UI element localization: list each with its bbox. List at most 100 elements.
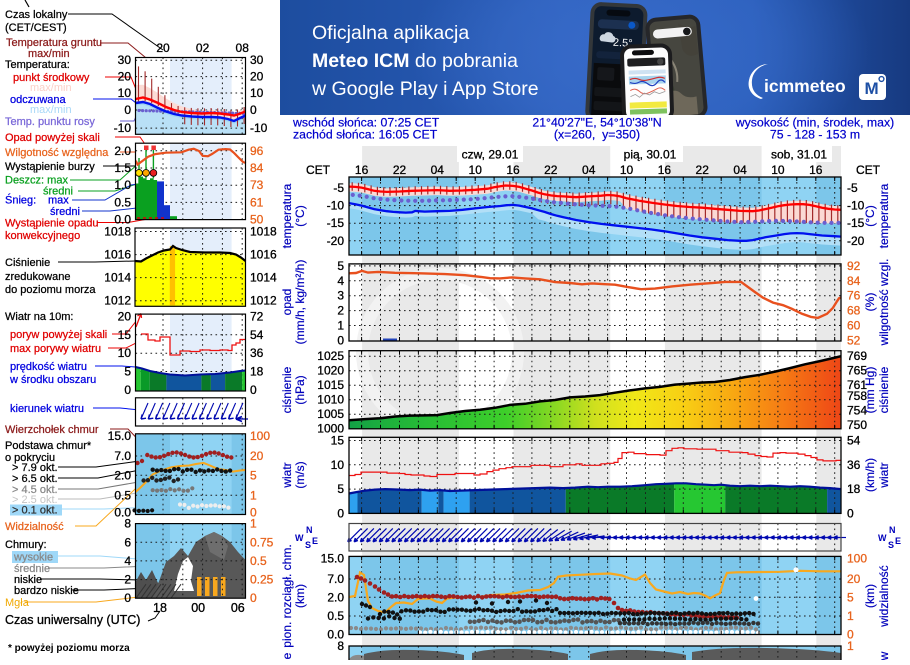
svg-text:10: 10 <box>250 86 264 100</box>
svg-text:60: 60 <box>847 319 861 333</box>
svg-text:84: 84 <box>250 161 264 175</box>
svg-text:1016: 1016 <box>104 248 131 262</box>
svg-text:2: 2 <box>337 304 344 318</box>
svg-text:7.0: 7.0 <box>327 572 344 586</box>
svg-text:22: 22 <box>393 163 407 177</box>
svg-text:max porywy wiatru: max porywy wiatru <box>10 343 101 355</box>
svg-text:0: 0 <box>337 333 344 347</box>
svg-text:w środku obszaru: w środku obszaru <box>9 374 96 386</box>
svg-text:-20: -20 <box>847 234 865 248</box>
svg-text:Meteo ICM do pobrania: Meteo ICM do pobrania <box>312 50 518 72</box>
svg-text:pion. rozciągł. chm.: pion. rozciągł. chm. <box>280 544 294 647</box>
svg-text:96: 96 <box>250 144 264 158</box>
svg-text:Czas lokalny: Czas lokalny <box>5 9 68 21</box>
svg-text:1: 1 <box>847 639 854 653</box>
svg-text:0: 0 <box>124 591 131 605</box>
svg-text:8: 8 <box>124 517 131 531</box>
svg-text:opad: opad <box>280 289 294 316</box>
svg-text:CET: CET <box>306 163 331 177</box>
svg-text:68: 68 <box>847 304 861 318</box>
svg-text:20: 20 <box>118 310 132 324</box>
svg-text:5: 5 <box>337 482 344 496</box>
svg-text:Ciśnienie: Ciśnienie <box>5 257 50 269</box>
svg-text:-20: -20 <box>327 234 345 248</box>
svg-text:76: 76 <box>847 289 861 303</box>
svg-text:73: 73 <box>250 178 264 192</box>
svg-text:(km): (km) <box>863 584 877 608</box>
svg-text:Opad powyżej skali: Opad powyżej skali <box>5 132 100 144</box>
svg-text:-5: -5 <box>333 181 344 195</box>
svg-text:M: M <box>865 79 879 98</box>
svg-text:02: 02 <box>196 41 210 55</box>
svg-text:2: 2 <box>124 573 131 587</box>
svg-text:W: W <box>295 533 304 543</box>
svg-text:20: 20 <box>156 41 170 55</box>
svg-text:sob, 31.01: sob, 31.01 <box>771 148 827 162</box>
svg-text:-10: -10 <box>250 121 268 135</box>
svg-text:Wilgotność względna: Wilgotność względna <box>5 147 109 159</box>
svg-text:10: 10 <box>771 163 785 177</box>
svg-text:15.0: 15.0 <box>321 552 345 566</box>
svg-text:6: 6 <box>124 535 131 549</box>
svg-text:max: max <box>48 195 69 207</box>
svg-text:10: 10 <box>118 86 132 100</box>
svg-text:zachód słońca: 16:05 CET: zachód słońca: 16:05 CET <box>293 128 438 142</box>
svg-text:0.5: 0.5 <box>114 488 131 502</box>
svg-text:30: 30 <box>118 53 132 67</box>
svg-text:1: 1 <box>337 319 344 333</box>
svg-text:769: 769 <box>847 349 867 363</box>
svg-text:1012: 1012 <box>104 294 131 308</box>
svg-text:84: 84 <box>847 274 861 288</box>
svg-text:06: 06 <box>231 601 245 615</box>
svg-text:100: 100 <box>250 429 270 443</box>
svg-text:5: 5 <box>124 365 131 379</box>
svg-text:do poziomu morza: do poziomu morza <box>5 284 96 296</box>
svg-text:icmmeteo: icmmeteo <box>764 76 846 96</box>
svg-text:w Google Play i App Store: w Google Play i App Store <box>311 78 539 100</box>
svg-text:(°C): (°C) <box>293 205 307 226</box>
svg-text:Śnieg:: Śnieg: <box>5 194 36 207</box>
svg-text:-10: -10 <box>327 199 345 213</box>
svg-text:16: 16 <box>355 163 369 177</box>
svg-text:10: 10 <box>620 163 634 177</box>
svg-text:Mgła: Mgła <box>5 597 30 609</box>
svg-text:4: 4 <box>337 274 344 288</box>
svg-text:61: 61 <box>250 195 264 209</box>
svg-text:36: 36 <box>847 458 861 472</box>
svg-text:04: 04 <box>431 163 445 177</box>
svg-text:-10: -10 <box>114 121 132 135</box>
svg-text:0: 0 <box>250 383 257 397</box>
svg-text:(%): (%) <box>863 293 877 312</box>
svg-text:E: E <box>895 536 901 546</box>
svg-text:52: 52 <box>847 333 861 347</box>
svg-text:Wiatr na 10m:: Wiatr na 10m: <box>5 311 73 323</box>
svg-text:1005: 1005 <box>317 407 344 421</box>
svg-text:72: 72 <box>250 310 264 324</box>
svg-text:wiatr: wiatr <box>280 462 294 488</box>
svg-text:w: w <box>877 651 891 660</box>
svg-text:> 0.1 okt.: > 0.1 okt. <box>12 505 58 517</box>
svg-text:(mm Hg): (mm Hg) <box>863 367 877 414</box>
svg-text:10: 10 <box>469 163 483 177</box>
svg-text:20: 20 <box>847 572 861 586</box>
svg-text:1016: 1016 <box>250 248 277 262</box>
svg-text:widzialność: widzialność <box>877 565 891 627</box>
svg-text:1018: 1018 <box>250 225 277 239</box>
svg-text:Wierzchołek chmur: Wierzchołek chmur <box>5 424 99 436</box>
svg-text:max/min: max/min <box>30 82 72 94</box>
svg-text:54: 54 <box>847 434 861 448</box>
svg-text:1012: 1012 <box>250 294 277 308</box>
svg-text:(mm/h, kg/m²/h): (mm/h, kg/m²/h) <box>293 260 307 345</box>
svg-text:pią, 30.01: pią, 30.01 <box>624 148 677 162</box>
svg-text:średni: średni <box>50 206 80 218</box>
svg-text:(CET/CEST): (CET/CEST) <box>5 22 67 34</box>
svg-text:Wystąpienie opadu: Wystąpienie opadu <box>5 218 98 230</box>
svg-text:-15: -15 <box>327 216 345 230</box>
svg-text:wiatr: wiatr <box>877 462 891 488</box>
svg-text:N: N <box>889 525 896 535</box>
svg-text:7.0: 7.0 <box>114 449 131 463</box>
svg-text:-5: -5 <box>847 181 858 195</box>
svg-text:0.75: 0.75 <box>250 535 274 549</box>
svg-text:Temp. punktu rosy: Temp. punktu rosy <box>5 116 95 128</box>
svg-text:1014: 1014 <box>104 271 131 285</box>
